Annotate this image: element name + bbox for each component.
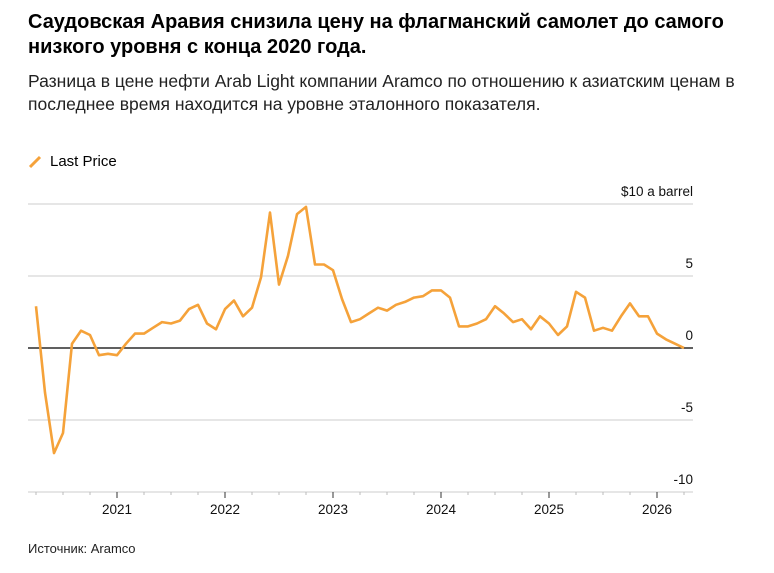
y-tick-label: 5 <box>685 256 693 271</box>
x-tick-label: 2022 <box>210 502 240 517</box>
chart-subtitle: Разница в цене нефти Arab Light компании… <box>28 71 735 114</box>
x-tick-label: 2021 <box>102 502 132 517</box>
y-tick-label: -10 <box>673 472 693 487</box>
series-line-last-price <box>34 205 685 455</box>
y-tick-label: -5 <box>681 400 693 415</box>
legend-line-icon <box>28 155 42 168</box>
chart-title: Саудовская Аравия снизила цену на флагма… <box>28 11 724 58</box>
legend: Last Price <box>28 153 117 170</box>
y-tick-label: 0 <box>685 328 693 343</box>
x-tick-label: 2026 <box>642 502 672 517</box>
y-tick-label: $10 a barrel <box>621 184 693 199</box>
legend-label: Last Price <box>50 153 117 170</box>
source-note: Источник: Aramco <box>28 541 136 556</box>
x-tick-label: 2025 <box>534 502 564 517</box>
x-tick-label: 2024 <box>426 502 457 517</box>
x-tick-label: 2023 <box>318 502 348 517</box>
